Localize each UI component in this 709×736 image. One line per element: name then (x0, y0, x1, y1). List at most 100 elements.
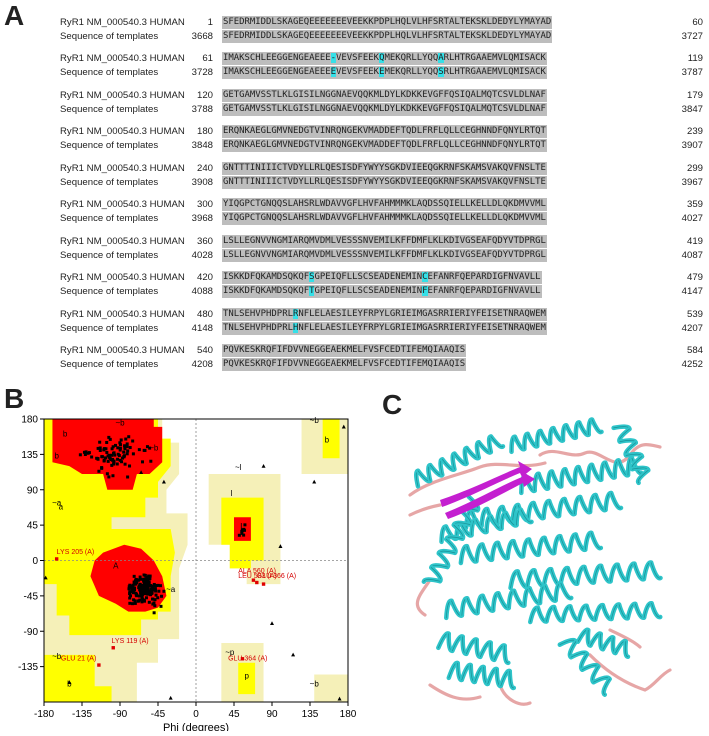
template-start-position: 4148 (191, 323, 213, 334)
x-tick-label: 135 (302, 709, 319, 720)
residue-point (84, 450, 88, 454)
residue-point (157, 589, 161, 593)
residue-point (149, 584, 153, 588)
residue-point (131, 583, 135, 587)
query-start-position: 360 (196, 236, 213, 247)
residue-point (118, 443, 122, 447)
query-sequence: ISKKDFQKAMDSQKQFSGPEIQFLLSCSEADENEMINCEF… (222, 271, 542, 284)
template-sequence: YIQGPCTGNQQSLAHSRLWDAVVGFLHVFAHMMMKLAQDS… (222, 212, 547, 225)
query-sequence-row: RyR1 NM_000540.3 HUMAN 240 GNTTTINIIICTVDY… (0, 162, 709, 176)
y-tick-label: -45 (24, 591, 39, 602)
residue-point (152, 582, 156, 586)
beta-sheet (440, 461, 535, 519)
residue-point (127, 435, 131, 439)
region-label: a (59, 502, 64, 511)
query-sequence-row: RyR1 NM_000540.3 HUMAN 1 SFEDRMIDDLSKAGEQE… (0, 16, 709, 30)
query-start-position: 480 (196, 309, 213, 320)
helix-turn (558, 581, 574, 601)
helix-turn (488, 434, 506, 450)
query-start-position: 420 (196, 272, 213, 283)
template-sequence: ISKKDFQKAMDSQKQFTGPEIQFLLSCSEADENEMINFEF… (222, 285, 542, 298)
residue-point (83, 452, 87, 456)
residue-point (139, 591, 143, 595)
query-end-position: 539 (686, 309, 703, 320)
residue-point (108, 456, 112, 460)
x-tick-label: 0 (193, 709, 199, 720)
residue-point (128, 596, 132, 600)
glycine-point (67, 680, 72, 684)
generous-region-right-bottom (314, 674, 348, 702)
residue-point (145, 582, 149, 586)
residue-point (118, 458, 122, 462)
residue-point (105, 472, 109, 476)
residue-point (113, 453, 117, 457)
alpha-helix (444, 581, 574, 621)
residue-point (125, 442, 129, 446)
template-end-position: 3847 (681, 104, 703, 115)
residue-point (98, 446, 102, 450)
mismatch-highlight: T (309, 286, 315, 296)
template-sequence: TNLSEHVPHDPRLHNFLELAESILEYFRPYLGRIEIMGAS… (222, 322, 547, 335)
x-tick-label: 45 (228, 709, 240, 720)
template-sequence-row: Sequence of templates 3848 ERQNKAEGLGMVNED… (0, 139, 709, 153)
residue-point (144, 579, 148, 583)
residue-point (128, 583, 132, 587)
residue-point (123, 462, 127, 466)
residue-point (87, 451, 91, 455)
outlier-label: LYS 119 (A) (112, 638, 149, 645)
residue-point (142, 584, 146, 588)
x-axis-label: Phi (degrees) (163, 722, 229, 731)
residue-point (145, 445, 149, 449)
query-sequence-row: RyR1 NM_000540.3 HUMAN 540 PQVKESKRQFIFDVV… (0, 344, 709, 358)
outlier-point (240, 657, 245, 661)
helix-edge (591, 532, 602, 549)
residue-point (122, 450, 126, 454)
template-sequence: ERQNKAEGLGMVNEDGTVINRQNGEKVMADDEFTQDLFRF… (222, 139, 547, 152)
template-sequence: PQVKESKRQFIFDVVNEGGEAEKMELFVSFCEDTIFEMQI… (222, 358, 467, 371)
query-sequence-row: RyR1 NM_000540.3 HUMAN 420 ISKKDFQKAMDSQKQ… (0, 271, 709, 285)
residue-point (138, 575, 142, 579)
residue-point (146, 592, 150, 596)
beta-strand (440, 461, 532, 507)
residue-point (105, 450, 109, 454)
residue-point (142, 577, 146, 581)
loop-coil (498, 683, 532, 706)
residue-point (150, 589, 154, 593)
residue-point (110, 447, 114, 451)
residue-point (118, 448, 122, 452)
template-label: Sequence of templates (60, 177, 159, 188)
x-tick-label: 180 (340, 709, 357, 720)
template-label: Sequence of templates (60, 323, 159, 334)
residue-point (147, 574, 151, 578)
residue-point (111, 474, 115, 478)
query-sequence: SFEDRMIDDLSKAGEQEEEEEEEVEEKKPDPLHQLVLHFS… (222, 16, 553, 29)
template-sequence-row: Sequence of templates 3908 GNTTTINIIICTVDY… (0, 176, 709, 190)
query-start-position: 300 (196, 199, 213, 210)
helix-turn (649, 601, 663, 620)
residue-point (128, 601, 132, 605)
mismatch-highlight: A (438, 53, 444, 63)
query-label: RyR1 NM_000540.3 HUMAN (60, 17, 185, 28)
structure-panel: C (370, 385, 709, 731)
residue-point (146, 577, 150, 581)
residue-point (126, 449, 130, 453)
helix-edge (651, 602, 661, 618)
query-label: RyR1 NM_000540.3 HUMAN (60, 53, 185, 64)
residue-point (160, 594, 164, 598)
glycine-point (43, 575, 48, 580)
residue-point (142, 448, 146, 452)
query-sequence-row: RyR1 NM_000540.3 HUMAN 61 IMAKSCHLEEGGENGE… (0, 52, 709, 66)
query-start-position: 61 (202, 53, 213, 64)
residue-point (145, 589, 149, 593)
template-label: Sequence of templates (60, 140, 159, 151)
residue-point (128, 464, 132, 468)
residue-point (130, 585, 134, 589)
region-label: p (244, 671, 249, 680)
template-start-position: 3788 (191, 104, 213, 115)
alpha-helix (528, 601, 663, 625)
mismatch-highlight: S (309, 272, 315, 282)
glycine-point (139, 470, 144, 475)
query-label: RyR1 NM_000540.3 HUMAN (60, 90, 185, 101)
residue-point (95, 456, 99, 460)
residue-point (104, 456, 108, 460)
